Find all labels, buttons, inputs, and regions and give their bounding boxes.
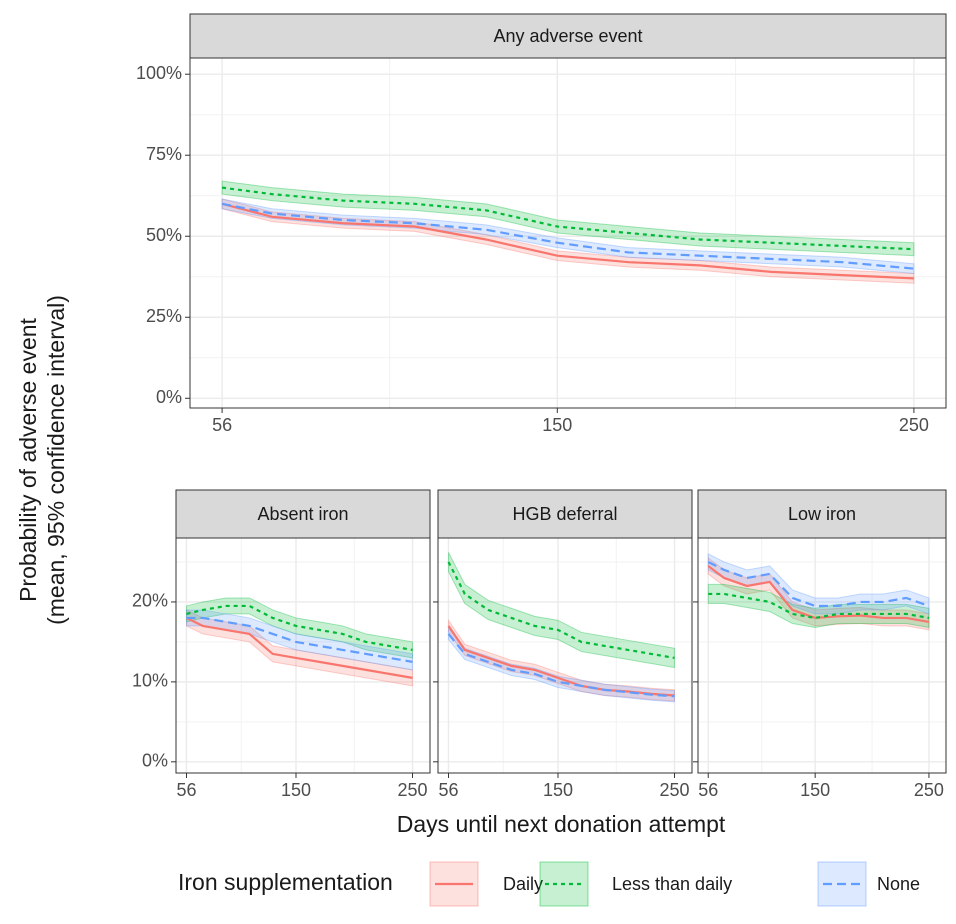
panel-background xyxy=(698,538,946,773)
strip-background xyxy=(697,489,947,539)
y-tick-label: 50% xyxy=(146,225,182,245)
x-axis-title: Days until next donation attempt xyxy=(397,811,726,837)
strip-title: HGB deferral xyxy=(512,504,617,524)
confidence-band xyxy=(447,552,676,669)
panel-background xyxy=(176,538,430,773)
x-tick-label: 150 xyxy=(800,780,830,800)
x-tick-label: 250 xyxy=(659,780,689,800)
y-axis-title: Probability of adverse event xyxy=(15,317,41,601)
x-tick-label: 250 xyxy=(914,780,944,800)
line xyxy=(221,202,914,280)
x-tick-label: 150 xyxy=(542,415,572,435)
y-tick-label: 100% xyxy=(136,63,182,83)
confidence-band xyxy=(221,180,915,257)
y-tick-label: 25% xyxy=(146,306,182,326)
panel-border xyxy=(437,537,693,774)
strip-title: Absent iron xyxy=(257,504,348,524)
panel-border xyxy=(697,537,947,774)
panel-border xyxy=(175,537,431,774)
legend-label: Less than daily xyxy=(612,874,732,894)
confidence-band xyxy=(185,597,414,659)
legend-title: Iron supplementation xyxy=(178,869,393,895)
x-tick-label: 150 xyxy=(543,780,573,800)
x-tick-label: 56 xyxy=(176,780,196,800)
x-tick-label: 250 xyxy=(899,415,929,435)
strip-background xyxy=(437,489,693,539)
panel-border xyxy=(189,57,947,409)
y-tick-label: 20% xyxy=(132,591,168,611)
x-tick-label: 150 xyxy=(281,780,311,800)
y-tick-label: 0% xyxy=(156,387,182,407)
x-tick-label: 250 xyxy=(397,780,427,800)
legend-label: Daily xyxy=(503,874,543,894)
x-tick-label: 56 xyxy=(438,780,458,800)
line xyxy=(707,560,930,608)
confidence-band xyxy=(185,609,414,687)
strip-title: Any adverse event xyxy=(493,26,642,46)
strip-title: Low iron xyxy=(788,504,856,524)
line xyxy=(186,616,413,679)
line xyxy=(708,592,930,620)
strip-background xyxy=(189,13,947,59)
line xyxy=(221,202,915,270)
line xyxy=(707,565,930,624)
line xyxy=(447,633,675,698)
y-axis-title: (mean, 95% confidence interval) xyxy=(43,295,69,625)
line xyxy=(447,561,675,659)
line xyxy=(186,604,413,651)
y-tick-label: 75% xyxy=(146,144,182,164)
legend-label: None xyxy=(877,874,920,894)
line xyxy=(221,186,914,251)
y-tick-label: 10% xyxy=(132,671,168,691)
line xyxy=(186,616,413,663)
x-tick-label: 56 xyxy=(698,780,718,800)
x-tick-label: 56 xyxy=(212,415,232,435)
confidence-band xyxy=(221,198,915,275)
y-tick-label: 0% xyxy=(142,751,168,771)
strip-background xyxy=(175,489,431,539)
panel-background xyxy=(190,58,946,408)
